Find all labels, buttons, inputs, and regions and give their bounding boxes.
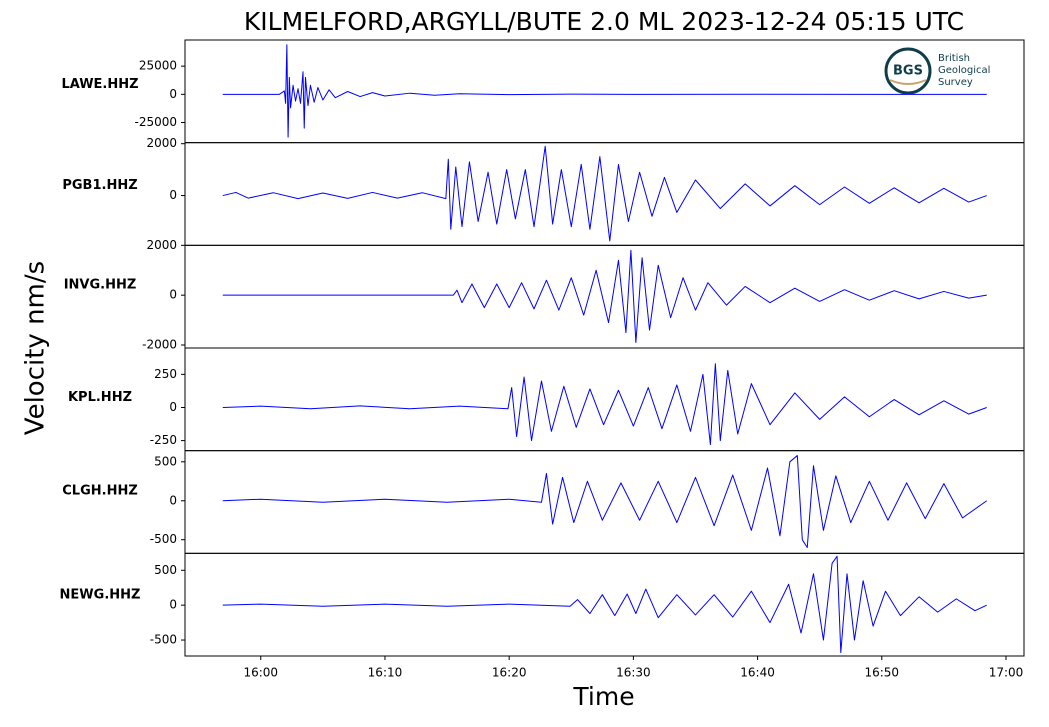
y-tick-label: -500 [150, 633, 177, 647]
y-tick-label: 0 [169, 493, 177, 507]
logo-wave [889, 79, 927, 85]
y-tick-label: -25000 [134, 115, 177, 129]
station-label: INVG.HHZ [64, 278, 137, 293]
x-tick-label: 16:30 [616, 666, 651, 680]
y-tick-label: -2000 [142, 338, 177, 352]
x-tick-label: 16:10 [368, 666, 403, 680]
logo-text: Survey [938, 77, 973, 88]
y-tick-label: 500 [154, 563, 177, 577]
station-label: PGB1.HHZ [62, 178, 137, 193]
y-tick-label: -500 [150, 532, 177, 546]
logo-text: Geological [938, 65, 990, 76]
x-tick-label: 16:20 [492, 666, 527, 680]
trace [222, 555, 987, 654]
y-tick-label: 0 [169, 188, 177, 202]
trace [222, 363, 987, 446]
station-label: LAWE.HHZ [61, 77, 138, 92]
y-tick-label: 500 [154, 454, 177, 468]
y-tick-label: 2000 [146, 136, 177, 150]
y-tick-label: 250 [154, 367, 177, 381]
y-tick-label: -250 [150, 433, 177, 447]
station-label: NEWG.HHZ [60, 588, 141, 603]
logo-abbr: BGS [893, 64, 923, 79]
station-label: KPL.HHZ [68, 390, 132, 405]
trace [222, 145, 987, 242]
station-label: CLGH.HHZ [62, 483, 138, 498]
x-tick-label: 16:00 [243, 666, 278, 680]
panel-frame [184, 244, 1025, 349]
panel-frame [184, 347, 1025, 452]
trace [222, 249, 987, 344]
trace [222, 44, 987, 138]
y-axis-label: Velocity nm/s [21, 261, 51, 435]
panel-frame [184, 552, 1025, 657]
x-tick-label: 16:50 [864, 666, 899, 680]
x-axis-label: Time [572, 682, 634, 711]
x-tick-label: 17:00 [989, 666, 1024, 680]
y-tick-label: 0 [169, 400, 177, 414]
trace [222, 455, 988, 548]
logo-text: British [938, 53, 970, 64]
y-tick-label: 2000 [146, 238, 177, 252]
y-tick-label: 0 [169, 288, 177, 302]
x-tick-label: 16:40 [740, 666, 775, 680]
logo: BGS British Geological Survey [884, 47, 990, 95]
y-tick-label: 0 [169, 87, 177, 101]
y-tick-label: 0 [169, 598, 177, 612]
y-tick-label: 25000 [139, 59, 177, 73]
chart-title: KILMELFORD,ARGYLL/BUTE 2.0 ML 2023-12-24… [244, 7, 964, 36]
